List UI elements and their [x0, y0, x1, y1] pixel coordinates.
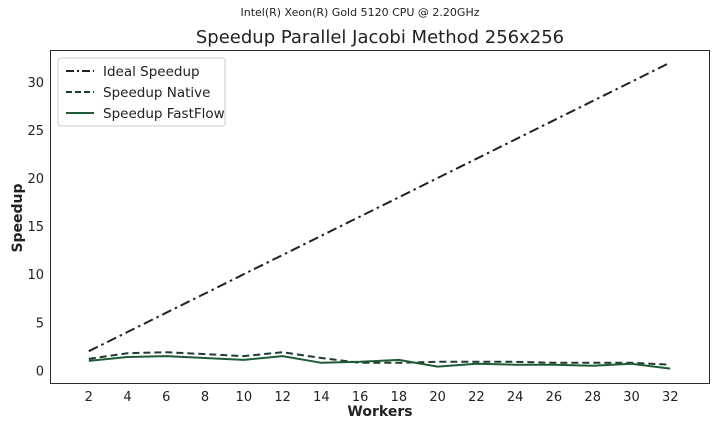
x-axis-label: Workers — [347, 404, 413, 420]
figure-suptitle: Intel(R) Xeon(R) Gold 5120 CPU @ 2.20GHz — [240, 6, 480, 19]
y-tick-label: 10 — [27, 268, 44, 283]
y-tick-label: 15 — [27, 220, 44, 235]
x-tick-label: 14 — [313, 390, 330, 405]
x-tick-label: 28 — [584, 390, 601, 405]
x-tick-label: 24 — [507, 390, 524, 405]
legend-label-1: Speedup Native — [103, 85, 210, 101]
series-lines — [88, 61, 671, 370]
x-tick-label: 30 — [623, 390, 640, 405]
legend-label-2: Speedup FastFlow — [103, 106, 225, 122]
x-tick-label: 22 — [468, 390, 485, 405]
series-line-0 — [88, 61, 671, 353]
x-tick-label: 10 — [236, 390, 253, 405]
x-tick-label: 20 — [429, 390, 446, 405]
y-tick-label: 20 — [27, 172, 44, 187]
y-tick-label: 0 — [36, 364, 44, 379]
chart-title: Speedup Parallel Jacobi Method 256x256 — [195, 27, 565, 48]
y-tick-label: 25 — [27, 124, 44, 139]
x-tick-label: 2 — [85, 390, 93, 405]
legend-label-0: Ideal Speedup — [103, 64, 200, 80]
y-tick-label: 5 — [36, 316, 44, 331]
x-tick-label: 16 — [352, 390, 369, 405]
legend-frame — [57, 57, 226, 127]
series-line-2 — [88, 355, 671, 370]
y-tick-label: 30 — [27, 76, 44, 91]
x-tick-label: 26 — [546, 390, 563, 405]
plot-area-frame — [50, 50, 710, 384]
x-tick-label: 4 — [123, 390, 131, 405]
x-tick-label: 18 — [391, 390, 408, 405]
x-tick-label: 32 — [662, 390, 679, 405]
legend: Ideal Speedup Speedup Native Speedup FastF… — [57, 57, 226, 127]
x-tick-label: 6 — [162, 390, 170, 405]
x-tick-label: 8 — [201, 390, 209, 405]
series-line-1 — [88, 351, 671, 366]
x-tick-label: 12 — [274, 390, 291, 405]
x-tick-labels: 2 4 6 8 10 12 14 16 18 20 22 24 26 28 30 32 — [85, 390, 679, 405]
y-tick-labels: 0 5 10 15 20 25 30 — [27, 76, 44, 380]
